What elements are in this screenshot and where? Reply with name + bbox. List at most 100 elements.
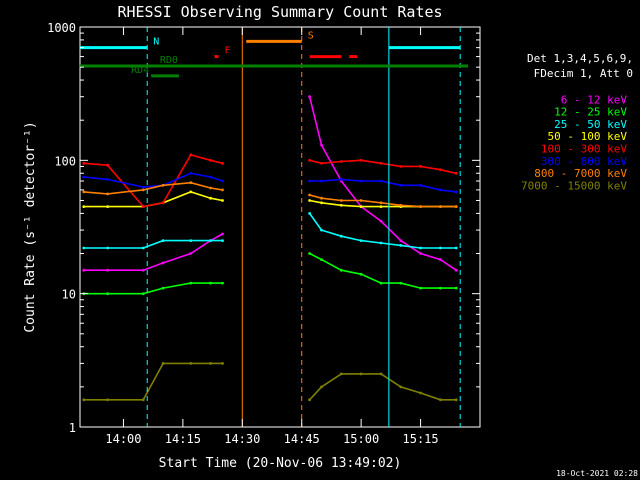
data-point-800-7000-kev: [189, 181, 193, 185]
data-point-800-7000-kev: [454, 205, 458, 209]
series-layer: [82, 95, 458, 402]
data-point-12-25-kev: [308, 252, 311, 255]
data-point-100-300-kev: [320, 161, 323, 165]
y-tick-label-1000: 1000: [47, 21, 76, 35]
data-point-12-25-kev: [161, 286, 165, 290]
series-line-25-50-kev: [83, 212, 457, 249]
annotation-label-rd0: RD0: [160, 55, 178, 66]
data-point-300-800-kev: [320, 179, 323, 183]
data-point-7000-15000-kev: [189, 362, 193, 365]
series-7000-15000-kev: [82, 362, 458, 402]
data-point-300-800-kev: [399, 183, 403, 187]
legend-header-2: FDecim 1, Att 0: [534, 67, 633, 80]
data-point-7000-15000-kev: [82, 398, 86, 402]
series-12-25-kev: [82, 252, 458, 296]
data-point-50-100-kev: [189, 190, 193, 194]
data-point-800-7000-kev: [419, 205, 422, 209]
data-point-50-100-kev: [320, 201, 323, 205]
data-point-100-300-kev: [359, 158, 363, 162]
data-point-6-12-kev: [454, 268, 458, 272]
data-point-100-300-kev: [141, 205, 145, 209]
data-point-50-100-kev: [359, 205, 363, 209]
data-point-300-800-kev: [209, 175, 213, 179]
series-100-300-kev: [82, 153, 458, 209]
data-point-7000-15000-kev: [359, 372, 363, 376]
data-point-800-7000-kev: [339, 199, 343, 202]
annotation-label-s: S: [308, 30, 314, 41]
series-line-100-300-kev: [83, 153, 457, 208]
data-point-3-6-kev: [320, 188, 323, 192]
series-25-50-kev: [82, 212, 458, 250]
legend-item-50-100-kev: 50 - 100 keV: [548, 130, 628, 143]
data-point-50-100-kev: [339, 203, 343, 207]
data-point-25-50-kev: [339, 234, 343, 238]
data-point-300-800-kev: [359, 179, 363, 183]
legend-item-12-25-kev: 12 - 25 keV: [554, 106, 627, 119]
data-point-3-6-kev: [82, 341, 86, 344]
data-point-50-100-kev: [379, 205, 383, 209]
data-point-100-300-kev: [82, 161, 86, 165]
data-point-6-12-kev: [379, 219, 383, 223]
data-point-800-7000-kev: [320, 196, 323, 200]
data-point-7000-15000-kev: [439, 398, 442, 402]
data-point-12-25-kev: [141, 292, 145, 296]
data-point-25-50-kev: [106, 246, 109, 250]
data-point-25-50-kev: [82, 246, 86, 250]
data-point-300-800-kev: [454, 190, 458, 194]
data-point-12-25-kev: [209, 281, 213, 285]
data-point-300-800-kev: [106, 178, 109, 181]
data-point-25-50-kev: [189, 239, 193, 243]
axes-layer: 14:00 14:15 14:30 14:45 15:00 15:15 1 10 100 1000: [47, 21, 480, 446]
data-point-100-300-kev: [339, 160, 343, 163]
data-point-7000-15000-kev: [161, 362, 165, 365]
data-point-300-800-kev: [308, 179, 311, 183]
data-point-6-12-kev: [141, 268, 145, 272]
annotation-layer: N S F RD0 RD4: [79, 27, 469, 427]
data-point-100-300-kev: [209, 158, 213, 162]
data-point-800-7000-kev: [399, 203, 403, 207]
data-point-100-300-kev: [308, 158, 311, 162]
data-point-800-7000-kev: [82, 190, 86, 194]
data-point-100-300-kev: [221, 161, 224, 165]
data-point-7000-15000-kev: [339, 372, 343, 376]
data-point-50-100-kev: [106, 205, 109, 209]
data-point-3-6-kev: [209, 252, 213, 255]
data-point-3-6-kev: [106, 341, 109, 344]
data-point-7000-15000-kev: [221, 362, 224, 365]
y-tick-label-1: 1: [69, 421, 76, 435]
data-point-50-100-kev: [221, 199, 224, 202]
data-point-12-25-kev: [339, 268, 343, 272]
data-point-100-300-kev: [161, 201, 165, 205]
data-point-7000-15000-kev: [141, 398, 145, 402]
data-point-50-100-kev: [82, 205, 86, 209]
data-point-3-6-kev: [419, 332, 422, 336]
data-point-300-800-kev: [82, 175, 86, 179]
plot-frame: [79, 26, 481, 428]
legend-item-3-6-kev: 3 - 6 keV: [567, 81, 627, 94]
data-point-300-800-kev: [439, 188, 442, 192]
annotation-label-f: F: [225, 46, 231, 57]
data-point-7000-15000-kev: [320, 385, 323, 389]
data-point-7000-15000-kev: [106, 398, 109, 402]
data-point-7000-15000-kev: [209, 362, 213, 365]
data-point-25-50-kev: [419, 246, 422, 250]
data-point-12-25-kev: [379, 281, 383, 285]
data-point-7000-15000-kev: [308, 398, 311, 402]
series-line-3-6-kev: [83, 149, 457, 356]
data-point-7000-15000-kev: [454, 398, 458, 402]
data-point-3-6-kev: [161, 298, 165, 302]
data-point-7000-15000-kev: [419, 391, 422, 395]
data-point-3-6-kev: [308, 148, 311, 152]
data-point-3-6-kev: [454, 353, 458, 356]
y-tick-label-100: 100: [54, 154, 76, 168]
legend-item-6-12-kev: 6 - 12 keV: [561, 93, 628, 106]
y-axis-label: Count Rate (s⁻¹ detector⁻¹): [23, 121, 38, 332]
data-point-25-50-kev: [379, 241, 383, 245]
data-point-25-50-kev: [161, 239, 165, 243]
data-point-25-50-kev: [399, 244, 403, 247]
data-point-100-300-kev: [419, 165, 422, 168]
data-point-12-25-kev: [359, 272, 363, 276]
data-point-25-50-kev: [308, 212, 311, 215]
data-point-12-25-kev: [320, 258, 323, 261]
